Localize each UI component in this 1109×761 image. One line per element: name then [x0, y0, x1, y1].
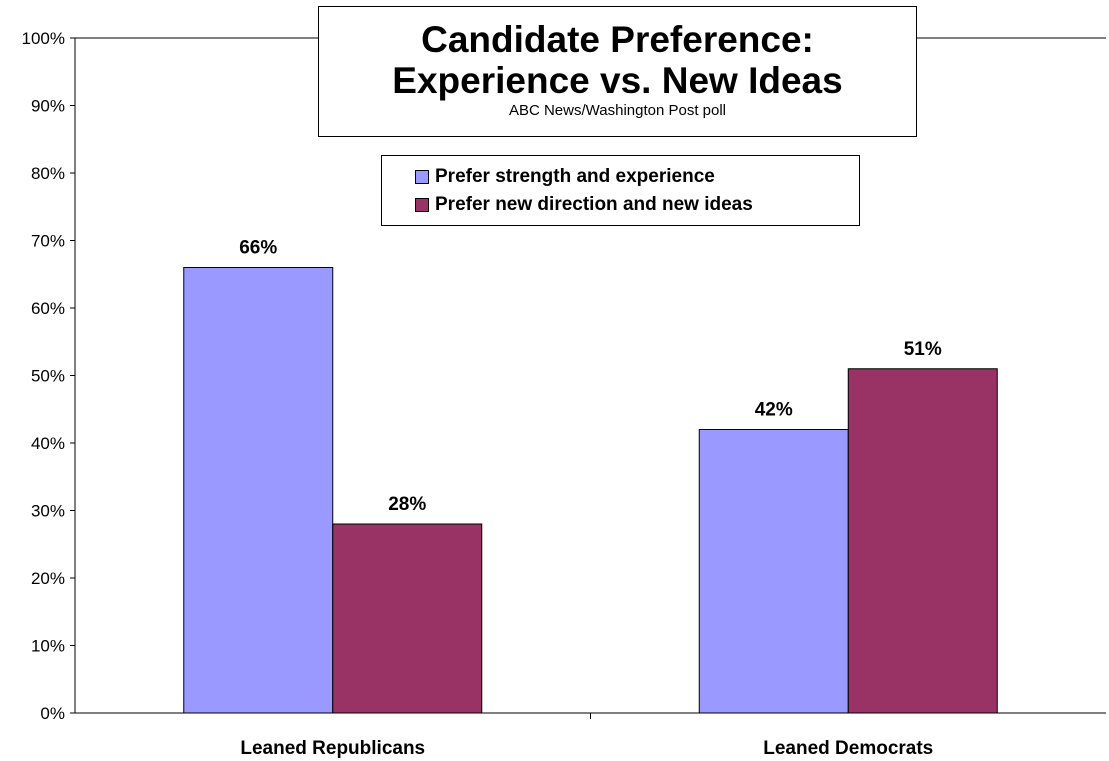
legend-item-new-ideas: Prefer new direction and new ideas [415, 191, 859, 219]
bar [332, 523, 483, 714]
data-label: 28% [388, 494, 426, 515]
legend-swatch-strength [415, 170, 429, 184]
legend-swatch-new-ideas [415, 198, 429, 212]
legend-label-strength: Prefer strength and experience [435, 166, 715, 187]
bar [183, 267, 334, 714]
y-axis-ticks: 0% 10% 20% 30% 40% 50% 60% 70% 80% 90% 100% [22, 29, 75, 723]
y-tick-label: 60% [31, 299, 65, 318]
legend-item-strength: Prefer strength and experience [415, 163, 859, 191]
y-tick-label: 100% [22, 29, 65, 48]
bar [698, 429, 849, 714]
legend-label-new-ideas: Prefer new direction and new ideas [435, 194, 753, 215]
y-tick-label: 10% [31, 637, 65, 656]
bar [847, 368, 998, 714]
category-labels: Leaned Republicans Leaned Democrats [240, 738, 933, 759]
y-tick-label: 80% [31, 164, 65, 183]
data-labels: 66% 28% 42% 51% [239, 238, 942, 516]
chart-title: Candidate Preference: [421, 19, 814, 60]
y-tick-label: 40% [31, 434, 65, 453]
data-label: 51% [904, 339, 942, 360]
chart-subtitle: ABC News/Washington Post poll [508, 102, 727, 119]
data-label: 66% [239, 238, 277, 259]
chart-title-line-2: Experience vs. New Ideas [392, 60, 843, 101]
y-tick-label: 50% [31, 367, 65, 386]
y-tick-label: 70% [31, 232, 65, 251]
bars [183, 267, 998, 714]
category-label: Leaned Republicans [240, 738, 425, 759]
category-label: Leaned Democrats [763, 738, 933, 759]
legend: Prefer strength and experience Prefer ne… [381, 155, 860, 226]
y-tick-label: 20% [31, 569, 65, 588]
chart-title-box: Candidate Preference: Experience vs. New… [318, 6, 917, 137]
data-label: 42% [755, 400, 793, 421]
y-tick-label: 90% [31, 97, 65, 116]
y-tick-label: 0% [40, 704, 65, 723]
y-tick-label: 30% [31, 502, 65, 521]
